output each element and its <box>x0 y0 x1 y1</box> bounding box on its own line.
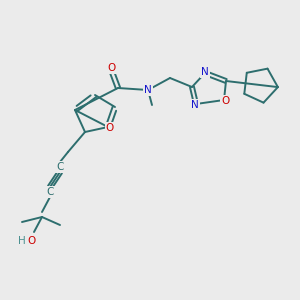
Text: C: C <box>46 187 54 197</box>
Text: N: N <box>201 67 209 77</box>
Text: H: H <box>18 236 26 246</box>
Text: C: C <box>56 162 64 172</box>
Text: O: O <box>221 96 229 106</box>
Text: N: N <box>191 100 199 110</box>
Text: O: O <box>106 123 114 133</box>
Text: O: O <box>108 63 116 73</box>
Text: N: N <box>144 85 152 95</box>
Text: O: O <box>28 236 36 246</box>
